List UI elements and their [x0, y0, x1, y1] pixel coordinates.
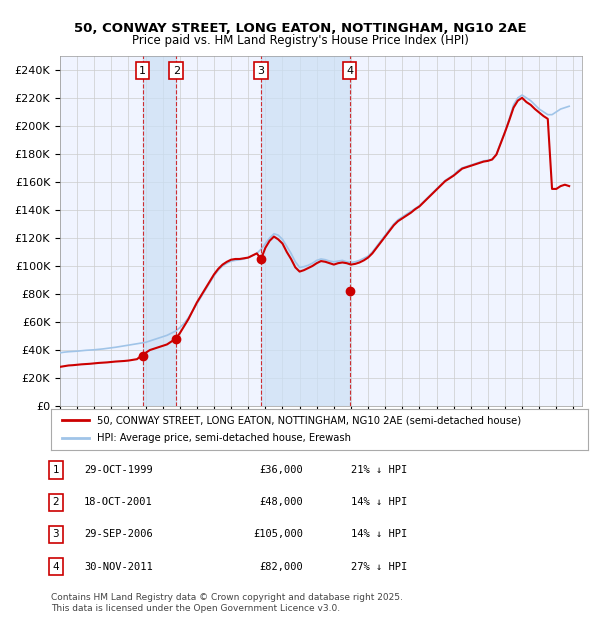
- Text: 18-OCT-2001: 18-OCT-2001: [84, 497, 153, 507]
- Text: 4: 4: [346, 66, 353, 76]
- Text: Contains HM Land Registry data © Crown copyright and database right 2025.
This d: Contains HM Land Registry data © Crown c…: [51, 593, 403, 613]
- Text: £105,000: £105,000: [253, 529, 303, 539]
- Bar: [143, 56, 176, 406]
- Text: Price paid vs. HM Land Registry's House Price Index (HPI): Price paid vs. HM Land Registry's House …: [131, 34, 469, 47]
- Text: 30-NOV-2011: 30-NOV-2011: [84, 562, 153, 572]
- Bar: [261, 56, 350, 406]
- Text: £82,000: £82,000: [259, 562, 303, 572]
- Text: 21% ↓ HPI: 21% ↓ HPI: [351, 465, 407, 475]
- Text: 29-OCT-1999: 29-OCT-1999: [84, 465, 153, 475]
- Text: 3: 3: [257, 66, 265, 76]
- Text: 29-SEP-2006: 29-SEP-2006: [84, 529, 153, 539]
- Text: 14% ↓ HPI: 14% ↓ HPI: [351, 529, 407, 539]
- Text: 27% ↓ HPI: 27% ↓ HPI: [351, 562, 407, 572]
- Text: 14% ↓ HPI: 14% ↓ HPI: [351, 497, 407, 507]
- Text: 50, CONWAY STREET, LONG EATON, NOTTINGHAM, NG10 2AE: 50, CONWAY STREET, LONG EATON, NOTTINGHA…: [74, 22, 526, 35]
- Text: HPI: Average price, semi-detached house, Erewash: HPI: Average price, semi-detached house,…: [97, 433, 350, 443]
- Text: 2: 2: [52, 497, 59, 507]
- Text: 1: 1: [52, 465, 59, 475]
- Text: £48,000: £48,000: [259, 497, 303, 507]
- Text: 3: 3: [52, 529, 59, 539]
- Text: 4: 4: [52, 562, 59, 572]
- Text: £36,000: £36,000: [259, 465, 303, 475]
- Text: 2: 2: [173, 66, 180, 76]
- Text: 50, CONWAY STREET, LONG EATON, NOTTINGHAM, NG10 2AE (semi-detached house): 50, CONWAY STREET, LONG EATON, NOTTINGHA…: [97, 415, 521, 425]
- Text: 1: 1: [139, 66, 146, 76]
